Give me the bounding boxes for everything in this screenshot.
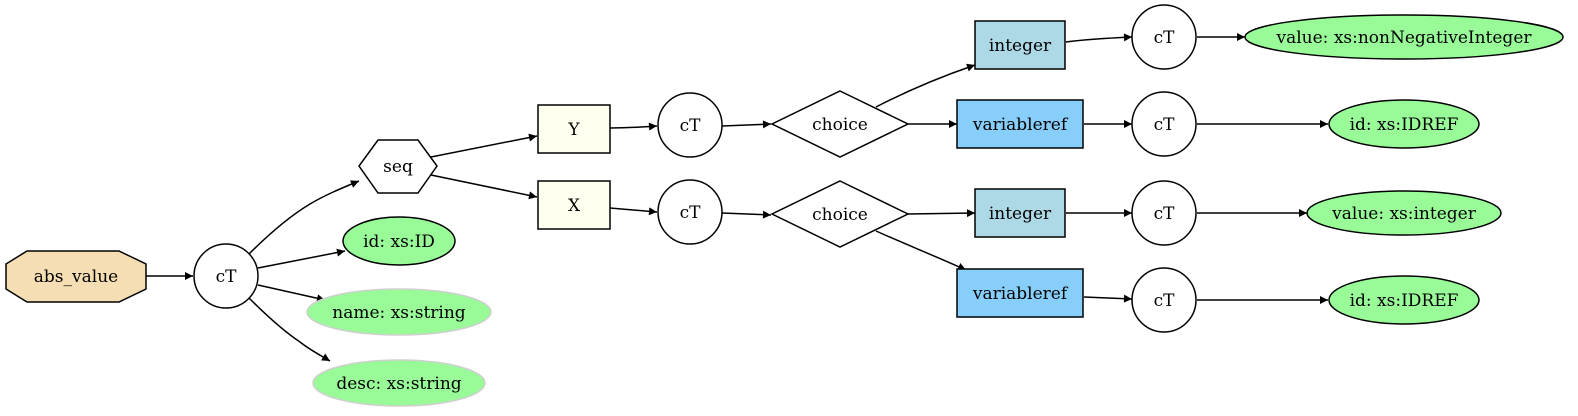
complex-type-circle xyxy=(193,243,259,309)
edge-ct-to-seq xyxy=(248,180,360,255)
complex-type-label: cT xyxy=(1154,204,1176,224)
element-label: integer xyxy=(989,36,1052,56)
complex-type-circle xyxy=(1131,267,1197,333)
complex-type-circle xyxy=(1131,4,1197,70)
attribute-label: value: xs:integer xyxy=(1331,204,1477,224)
attribute-label: id: xs:ID xyxy=(363,232,435,252)
edge-choicex-to-variableref xyxy=(875,230,967,271)
root-node: abs_value xyxy=(5,250,147,303)
element-box xyxy=(537,104,611,154)
attribute-ellipse xyxy=(306,288,492,336)
edge-yint-to-ct xyxy=(1065,33,1133,43)
choice-diamond xyxy=(770,90,910,158)
attribute-name: name: xs:string xyxy=(306,288,492,336)
complex-type-label: cT xyxy=(216,267,238,287)
element-label: variableref xyxy=(972,284,1069,304)
complex-type-label: cT xyxy=(680,116,702,136)
edge-x-to-ct xyxy=(609,207,658,216)
attribute-label: name: xs:string xyxy=(332,303,466,323)
edge-choicex-to-integer xyxy=(907,209,976,218)
element-label: variableref xyxy=(972,115,1069,135)
complex-type-x-integer: cT xyxy=(1131,180,1197,246)
attribute-ellipse xyxy=(1306,190,1502,236)
edge-xvar-to-ct xyxy=(1083,294,1133,303)
edge-ct-to-id xyxy=(257,248,346,269)
edge-ctx-to-choice xyxy=(721,210,772,219)
complex-type-root: cT xyxy=(193,243,259,309)
element-integer-y: integer xyxy=(974,20,1066,70)
edge-seq-to-y xyxy=(430,133,538,158)
choice-diamond xyxy=(770,180,910,248)
element-box xyxy=(956,99,1084,149)
complex-type-x-variableref: cT xyxy=(1131,267,1197,333)
choice-label: choice xyxy=(812,115,868,135)
attribute-id: id: xs:ID xyxy=(342,216,456,266)
complex-type-label: cT xyxy=(680,203,702,223)
complex-type-circle xyxy=(1131,91,1197,157)
choice-y: choice xyxy=(770,90,910,158)
complex-type-y-integer: cT xyxy=(1131,4,1197,70)
element-box xyxy=(974,188,1066,238)
element-variableref-y: variableref xyxy=(956,99,1084,149)
complex-type-circle xyxy=(657,92,723,158)
complex-type-x: cT xyxy=(657,179,723,245)
element-label: X xyxy=(568,196,581,216)
edges xyxy=(146,33,1328,362)
attribute-ellipse xyxy=(342,216,456,266)
complex-type-circle xyxy=(1131,180,1197,246)
complex-type-circle xyxy=(657,179,723,245)
edge-seq-to-x xyxy=(430,174,538,200)
attribute-value-nonnegative: value: xs:nonNegativeInteger xyxy=(1244,14,1564,60)
sequence-hexagon xyxy=(358,139,438,194)
attribute-ellipse xyxy=(1328,99,1480,149)
complex-type-label: cT xyxy=(1154,291,1176,311)
element-variableref-x: variableref xyxy=(956,268,1084,318)
attribute-id-idref-y: id: xs:IDREF xyxy=(1328,99,1480,149)
attribute-label: id: xs:IDREF xyxy=(1350,115,1459,135)
choice-label: choice xyxy=(812,205,868,225)
root-label: abs_value xyxy=(34,267,118,287)
sequence-label: seq xyxy=(383,157,413,177)
edge-ct-to-name xyxy=(257,284,326,303)
edge-choicey-to-integer xyxy=(875,63,976,108)
element-x: X xyxy=(537,180,611,230)
attribute-label: id: xs:IDREF xyxy=(1350,291,1459,311)
attribute-label: value: xs:nonNegativeInteger xyxy=(1276,28,1533,48)
attribute-label: desc: xs:string xyxy=(336,374,461,394)
choice-x: choice xyxy=(770,180,910,248)
attribute-id-idref-x: id: xs:IDREF xyxy=(1328,275,1480,325)
complex-type-y-variableref: cT xyxy=(1131,91,1197,157)
element-integer-x: integer xyxy=(974,188,1066,238)
element-label: integer xyxy=(989,204,1052,224)
attribute-ellipse xyxy=(1328,275,1480,325)
attribute-value-integer: value: xs:integer xyxy=(1306,190,1502,236)
attribute-ellipse xyxy=(1244,14,1564,60)
element-box xyxy=(956,268,1084,318)
complex-type-label: cT xyxy=(1154,28,1176,48)
complex-type-label: cT xyxy=(1154,115,1176,135)
edge-cty-to-choice xyxy=(721,120,772,129)
attribute-ellipse xyxy=(312,359,486,407)
element-label: Y xyxy=(567,120,580,140)
element-y: Y xyxy=(537,104,611,154)
attribute-desc: desc: xs:string xyxy=(312,359,486,407)
edge-y-to-ct xyxy=(609,122,658,131)
root-octagon xyxy=(5,250,147,303)
element-box xyxy=(974,20,1066,70)
sequence-node: seq xyxy=(358,139,438,194)
element-box xyxy=(537,180,611,230)
complex-type-y: cT xyxy=(657,92,723,158)
edge-ct-to-desc xyxy=(248,297,331,362)
